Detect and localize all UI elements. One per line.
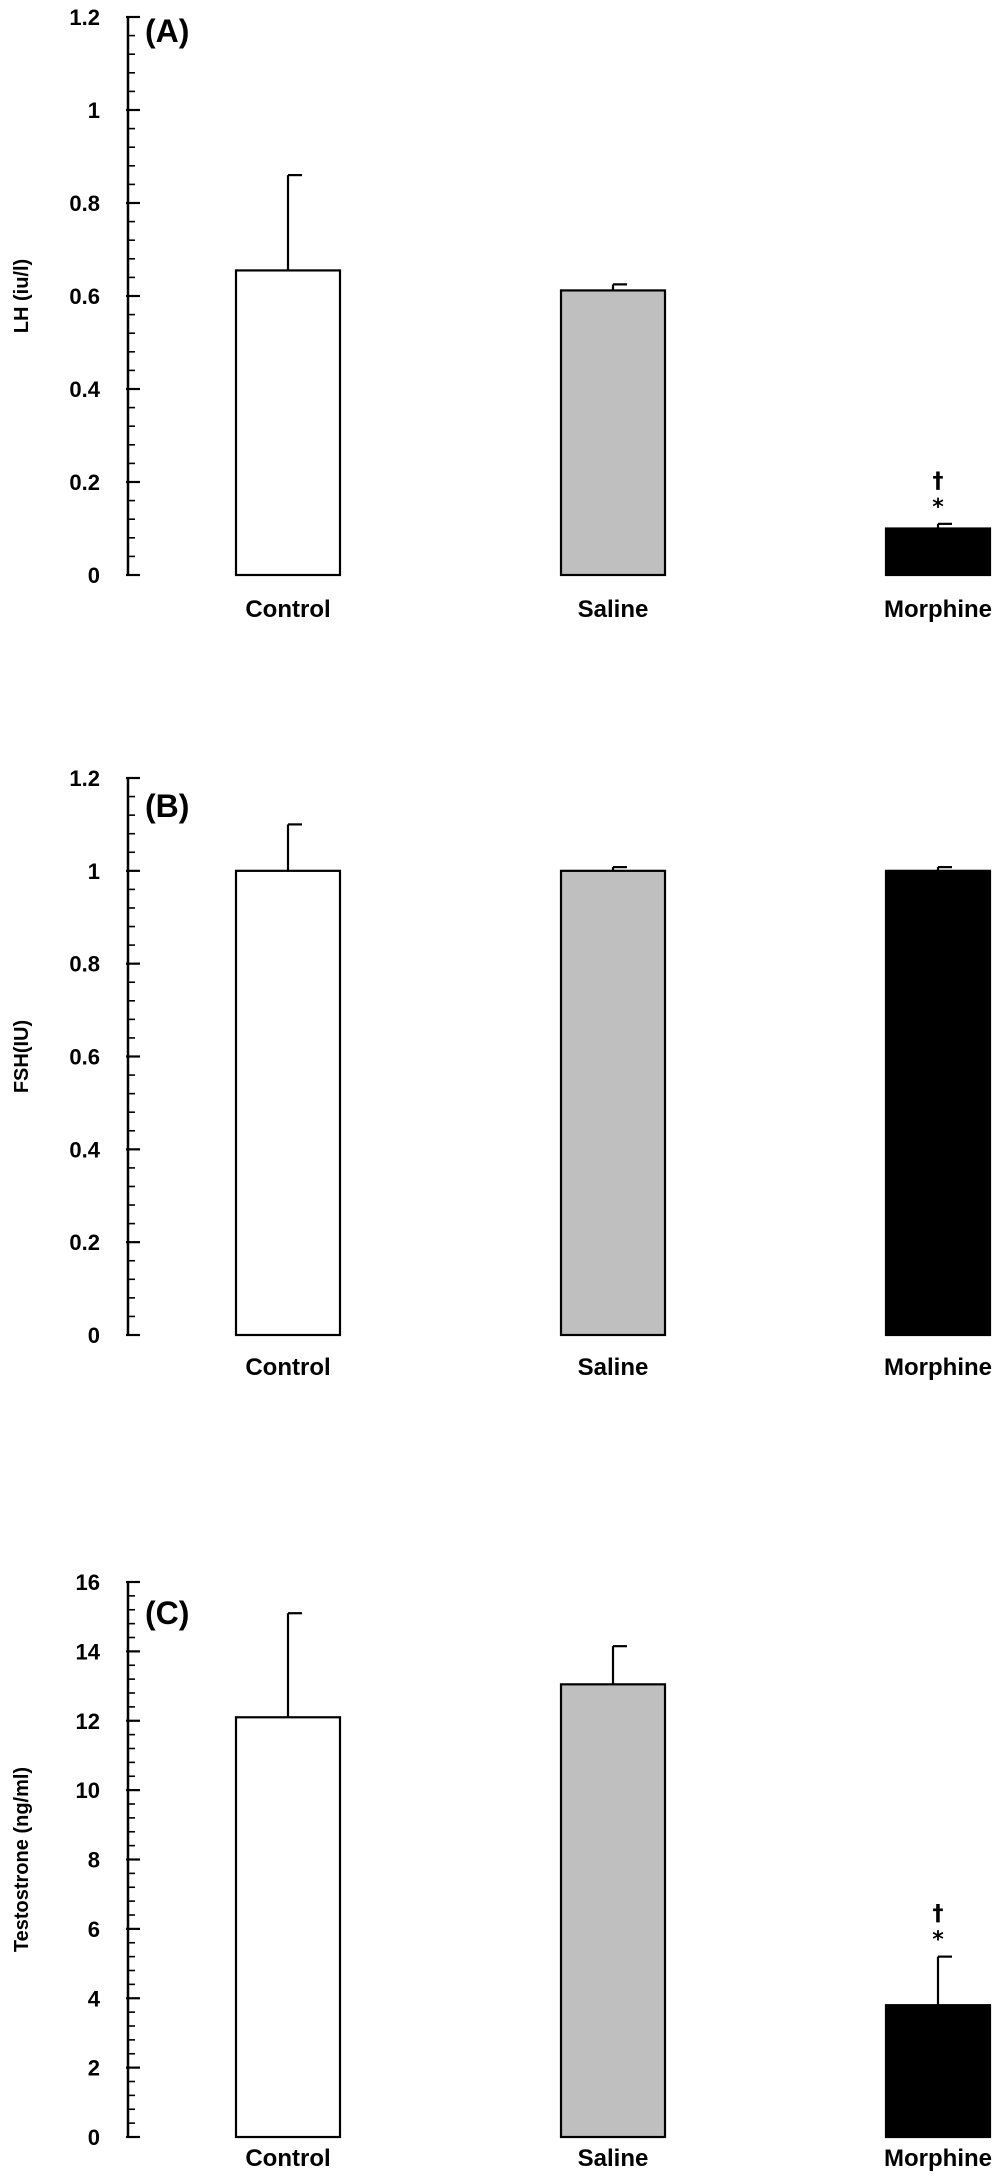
significance-marker: * <box>932 1928 944 1953</box>
category-label-control: Control <box>245 596 330 623</box>
y-axis-label: Testostrone (ng/ml) <box>11 1767 33 1952</box>
y-tick-label: 10 <box>76 1778 100 1803</box>
y-tick-label: 12 <box>76 1709 100 1734</box>
bar-saline <box>559 289 667 577</box>
significance-marker: * <box>932 495 944 520</box>
bar-saline <box>559 1683 667 2139</box>
bar-control <box>234 269 342 577</box>
bar-control <box>234 869 342 1337</box>
bar-morphine <box>884 869 992 1337</box>
y-tick-label: 0.2 <box>69 470 100 495</box>
y-tick-label: 16 <box>76 1570 100 1595</box>
y-tick-label: 4 <box>88 1986 101 2011</box>
category-label-saline: Saline <box>578 596 649 623</box>
bar-saline <box>559 869 667 1337</box>
panel-label: (B) <box>145 788 189 824</box>
panel-label: (A) <box>145 13 189 49</box>
chart-panel-1: 0 0.2 0.4 0.6 0.8 1 1.2 LH (iu/l) (A) Control Sali… <box>11 5 992 623</box>
significance-marker: † <box>933 1902 944 1927</box>
bar-control <box>234 1716 342 2139</box>
y-tick-label: 6 <box>88 1917 100 1942</box>
panel-label: (C) <box>145 1595 189 1631</box>
y-tick-label: 2 <box>88 2056 100 2081</box>
y-tick-label: 0.8 <box>69 191 100 216</box>
y-tick-label: 0.2 <box>69 1230 100 1255</box>
category-label-saline: Saline <box>578 1354 649 1381</box>
category-label-morphine: Morphine <box>884 1354 992 1381</box>
y-tick-label: 0.6 <box>69 284 100 309</box>
y-tick-label: 0.4 <box>69 377 100 402</box>
y-tick-label: 1 <box>88 859 100 884</box>
chart-panel-2: 0 0.2 0.4 0.6 0.8 1 1.2 FSH(IU) (B) Control Saline… <box>11 766 992 1381</box>
y-tick-label: 0.6 <box>69 1045 100 1070</box>
y-tick-label: 1.2 <box>69 766 100 791</box>
category-label-morphine: Morphine <box>884 596 992 623</box>
y-tick-label: 1 <box>88 98 100 123</box>
y-axis-label: FSH(IU) <box>11 1020 33 1093</box>
category-label-morphine: Morphine <box>884 2145 992 2172</box>
y-tick-label: 0.8 <box>69 952 100 977</box>
y-tick-label: 0.4 <box>69 1137 100 1162</box>
y-tick-label: 14 <box>76 1639 101 1664</box>
bar-morphine <box>884 2004 992 2139</box>
y-tick-label: 0 <box>88 1323 100 1348</box>
y-tick-label: 0 <box>88 2125 100 2150</box>
y-tick-label: 1.2 <box>69 5 100 30</box>
bar-morphine <box>884 527 992 577</box>
significance-marker: † <box>933 469 944 494</box>
y-tick-label: 0 <box>88 563 100 588</box>
category-label-control: Control <box>245 1354 330 1381</box>
y-axis-label: LH (iu/l) <box>11 259 33 333</box>
category-label-control: Control <box>245 2145 330 2172</box>
category-label-saline: Saline <box>578 2145 649 2172</box>
y-tick-label: 8 <box>88 1848 100 1873</box>
chart-panel-3: 0 2 4 6 8 10 12 14 16 Testostrone (ng/ml) (C) Contr… <box>11 1570 992 2172</box>
